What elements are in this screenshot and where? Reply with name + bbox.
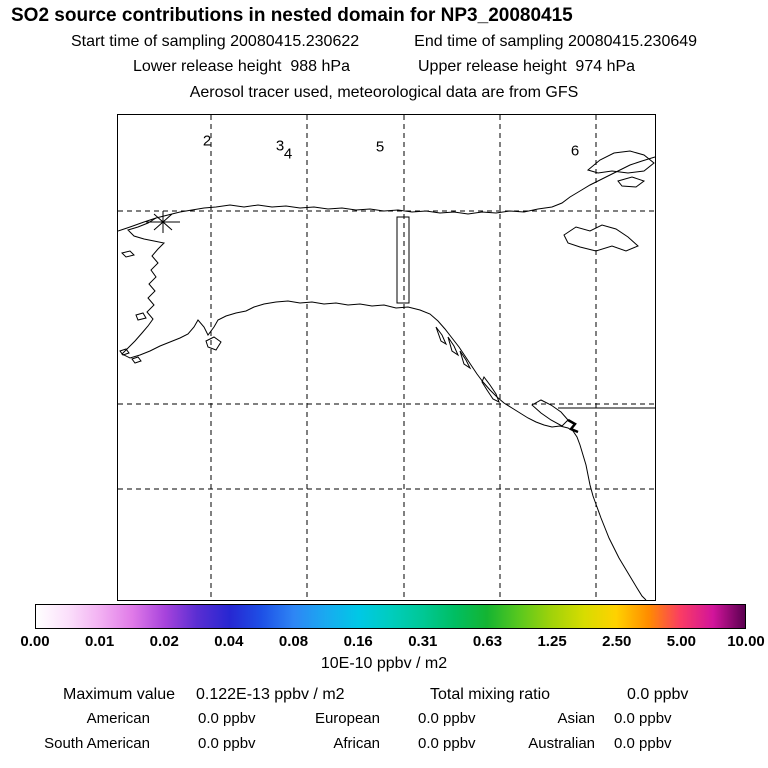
source-point-marker: 3 bbox=[275, 137, 285, 155]
colorbar-tick-label: 0.02 bbox=[149, 633, 179, 650]
colorbar-tick-label: 1.25 bbox=[537, 633, 567, 650]
map-svg bbox=[118, 115, 655, 600]
nested-domain-box bbox=[396, 216, 410, 304]
colorbar-labels: 0.00 0.01 0.02 0.04 0.08 0.16 0.31 0.63 1.25 2.50… bbox=[20, 633, 764, 651]
upper-release-text: Upper release height 974 hPa bbox=[418, 58, 636, 75]
colorbar-tick-label: 5.00 bbox=[666, 633, 696, 650]
colorbar-tick-label: 0.63 bbox=[472, 633, 503, 650]
colorbar-tick-label: 10.00 bbox=[727, 633, 765, 650]
colorbar-tick-label: 0.16 bbox=[343, 633, 373, 650]
start-time-text: Start time of sampling 20080415.230622 bbox=[70, 33, 360, 50]
region-label: Asian bbox=[557, 710, 595, 727]
lower-release-text: Lower release height 988 hPa bbox=[132, 58, 350, 75]
region-row: South American 0.0 ppbv African 0.0 ppbv Aus… bbox=[0, 735, 768, 753]
source-point-marker: 6 bbox=[570, 142, 580, 160]
colorbar-gradient bbox=[36, 605, 745, 628]
colorbar-tick-label: 0.31 bbox=[408, 633, 438, 650]
region-value: 0.0 ppbv bbox=[614, 735, 672, 752]
region-label: American bbox=[86, 710, 150, 727]
region-value: 0.0 ppbv bbox=[614, 710, 672, 727]
region-label: South American bbox=[44, 735, 150, 752]
region-label: European bbox=[314, 710, 380, 727]
region-label: African bbox=[333, 735, 380, 752]
colorbar-tick-label: 2.50 bbox=[602, 633, 632, 650]
region-value: 0.0 ppbv bbox=[418, 735, 476, 752]
region-value: 0.0 ppbv bbox=[418, 710, 476, 727]
station-star-icon bbox=[146, 211, 180, 233]
coast-detail bbox=[567, 418, 579, 434]
region-label: Australian bbox=[528, 735, 595, 752]
colorbar-tick-label: 0.04 bbox=[214, 633, 244, 650]
stats-line: Maximum value 0.122E-13 ppbv / m2 Total … bbox=[0, 686, 768, 704]
end-time-text: End time of sampling 20080415.230649 bbox=[414, 33, 698, 50]
max-value: 0.122E-13 ppbv / m2 bbox=[196, 686, 345, 703]
tracer-text: Aerosol tracer used, meteorological data… bbox=[189, 84, 579, 101]
total-mixing-label: Total mixing ratio bbox=[430, 686, 551, 703]
colorbar bbox=[35, 604, 746, 629]
source-point-marker: 5 bbox=[375, 138, 385, 156]
colorbar-tick-label: 0.00 bbox=[20, 633, 50, 650]
release-height-line: Lower release height 988 hPa Upper relea… bbox=[0, 58, 768, 76]
region-row: American 0.0 ppbv European 0.0 ppbv Asian 0.0… bbox=[0, 710, 768, 728]
coastline-pacific bbox=[121, 217, 647, 600]
region-value: 0.0 ppbv bbox=[198, 735, 256, 752]
page-title: SO2 source contributions in nested domai… bbox=[11, 5, 573, 26]
source-point-marker: 4 bbox=[283, 145, 293, 163]
total-mixing-value: 0.0 ppbv bbox=[627, 686, 689, 703]
sampling-time-line: Start time of sampling 20080415.230622 E… bbox=[0, 33, 768, 51]
colorbar-units: 10E-10 ppbv / m2 bbox=[320, 655, 448, 672]
max-value-label: Maximum value bbox=[63, 686, 176, 703]
colorbar-tick-label: 0.01 bbox=[85, 633, 115, 650]
colorbar-tick-label: 0.08 bbox=[278, 633, 309, 650]
source-point-marker: 2 bbox=[202, 132, 212, 150]
tracer-line: Aerosol tracer used, meteorological data… bbox=[0, 84, 768, 102]
coastline-arctic bbox=[118, 156, 655, 232]
region-value: 0.0 ppbv bbox=[198, 710, 256, 727]
